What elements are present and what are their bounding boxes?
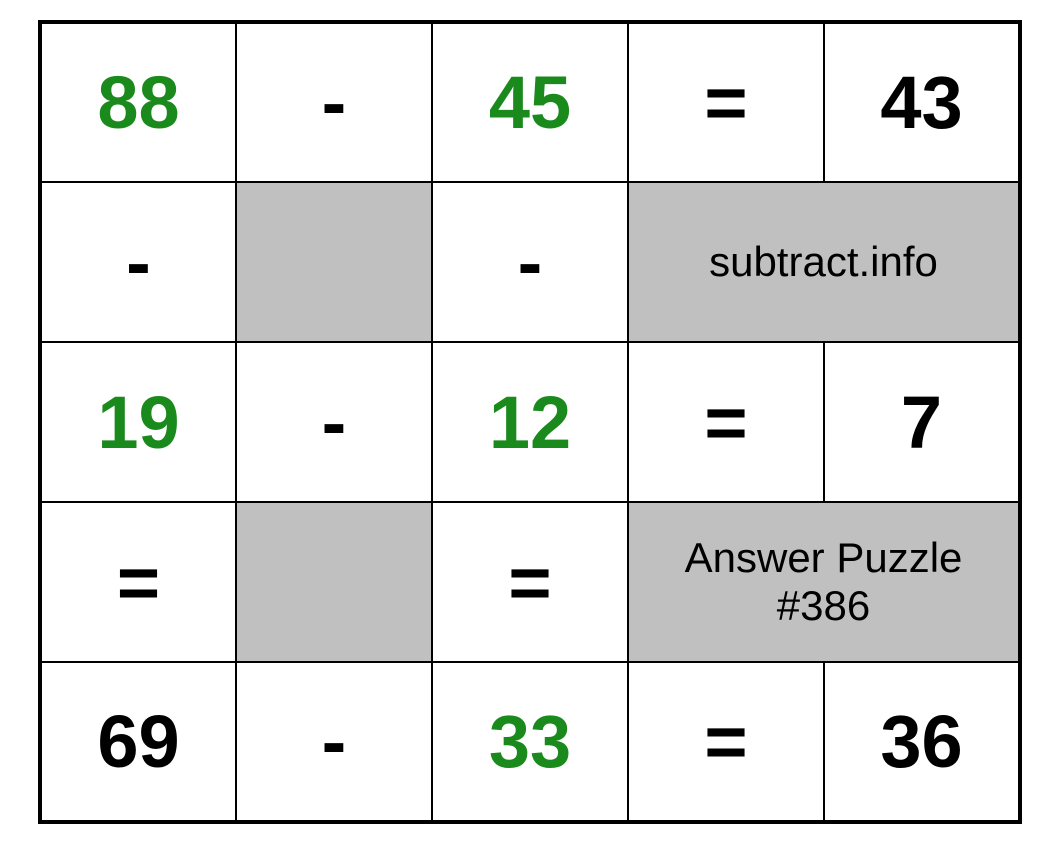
subtraction-puzzle-grid: 88 - 45 = 43 - - subtract.info 19 - 12 =… [38,20,1022,824]
cell-r3c1-shaded [236,502,432,662]
cell-r4c0: 69 [40,662,236,822]
table-row: = = Answer Puzzle#386 [40,502,1020,662]
cell-r3c0: = [40,502,236,662]
cell-r2c0: 19 [40,342,236,502]
cell-r1c1-shaded [236,182,432,342]
cell-r1-info: subtract.info [628,182,1020,342]
cell-r4c1: - [236,662,432,822]
cell-r4c3: = [628,662,824,822]
puzzle-container: 88 - 45 = 43 - - subtract.info 19 - 12 =… [0,0,1060,844]
cell-r3-info: Answer Puzzle#386 [628,502,1020,662]
cell-r0c2: 45 [432,22,628,182]
cell-r1c0: - [40,182,236,342]
cell-r4c4: 36 [824,662,1020,822]
cell-r2c2: 12 [432,342,628,502]
cell-r2c1: - [236,342,432,502]
cell-r0c1: - [236,22,432,182]
table-row: 69 - 33 = 36 [40,662,1020,822]
table-row: 19 - 12 = 7 [40,342,1020,502]
cell-r2c4: 7 [824,342,1020,502]
cell-r4c2: 33 [432,662,628,822]
cell-r0c0: 88 [40,22,236,182]
cell-r2c3: = [628,342,824,502]
cell-r1c2: - [432,182,628,342]
cell-r0c4: 43 [824,22,1020,182]
table-row: 88 - 45 = 43 [40,22,1020,182]
cell-r3c2: = [432,502,628,662]
table-row: - - subtract.info [40,182,1020,342]
cell-r0c3: = [628,22,824,182]
